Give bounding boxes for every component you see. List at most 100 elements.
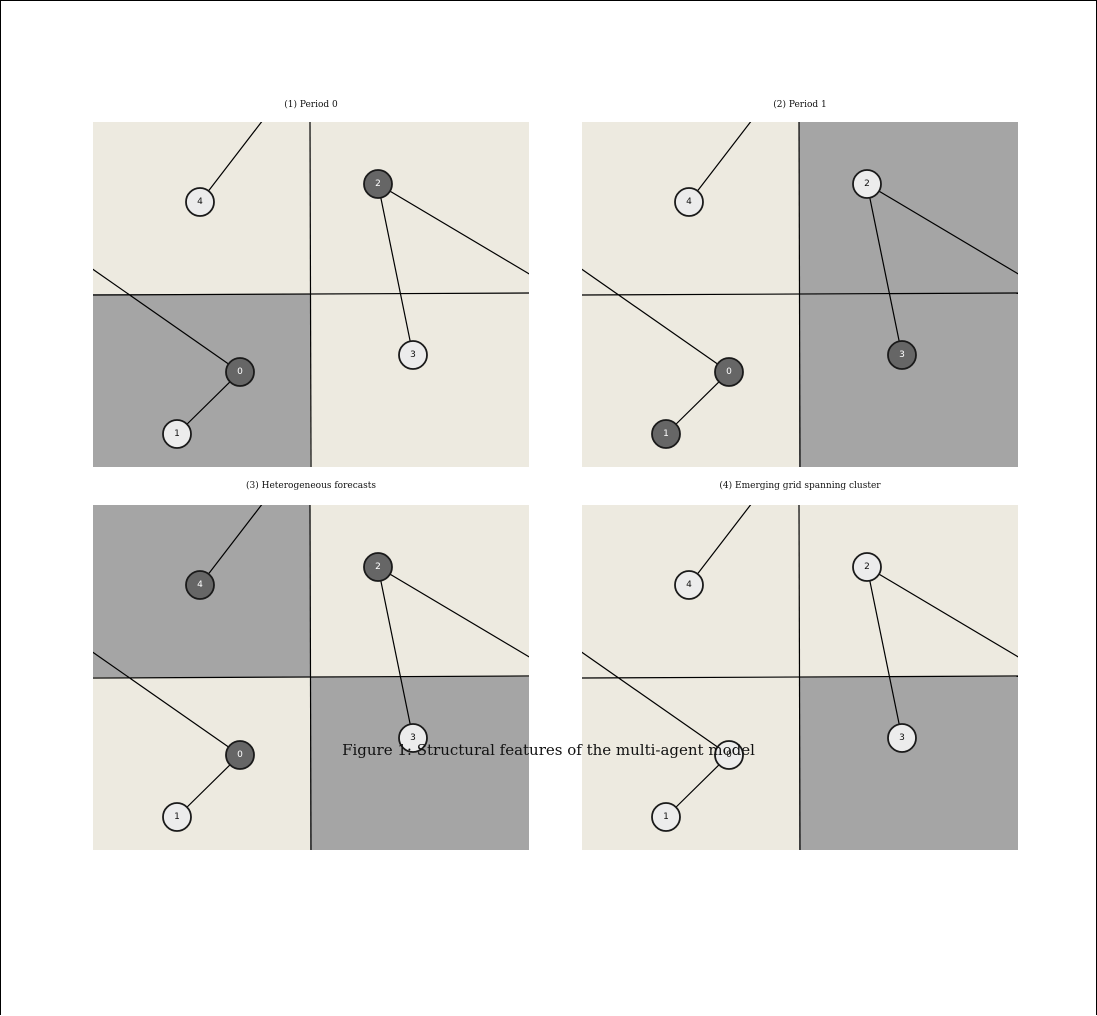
- agent-node-3: 3: [398, 340, 428, 370]
- node-circle: [162, 802, 192, 832]
- network-edge: [866, 183, 1018, 275]
- agent-node-4: 4: [674, 187, 704, 217]
- network-edge: [688, 122, 752, 203]
- network-edge: [866, 566, 1018, 658]
- node-label: 0: [726, 750, 732, 760]
- agent-node-3: 3: [887, 723, 917, 753]
- panel-diagram: 0 1 2 3 4: [93, 122, 529, 467]
- network-edge: [93, 268, 241, 373]
- network-edge: [377, 566, 529, 658]
- node-circle: [674, 570, 704, 600]
- node-circle: [674, 187, 704, 217]
- figure-caption: Figure 1: Structural features of the mul…: [342, 741, 755, 759]
- node-circle: [714, 357, 744, 387]
- horizontal-divider: [93, 292, 529, 296]
- panel-title-3: (3) Heterogeneous forecasts: [246, 481, 376, 491]
- agent-node-1: 1: [162, 419, 192, 449]
- agent-node-2: 2: [852, 552, 882, 582]
- region-bottom-right: [799, 294, 1018, 467]
- node-label: 2: [864, 179, 870, 189]
- panel-diagram: 0 1 2 3 4: [582, 505, 1018, 850]
- agent-node-1: 1: [651, 419, 681, 449]
- node-label: 3: [410, 350, 416, 360]
- horizontal-divider: [582, 292, 1018, 296]
- region-bottom-left: [582, 294, 799, 467]
- node-label: 0: [237, 367, 243, 377]
- agent-node-3: 3: [398, 723, 428, 753]
- network-edge: [377, 183, 414, 356]
- panel-heterogeneous-forecasts: 0 1 2 3 4: [93, 505, 529, 850]
- agent-node-0: 0: [714, 357, 744, 387]
- network-edge: [866, 183, 903, 356]
- node-label: 0: [237, 750, 243, 760]
- network-edge: [199, 122, 263, 203]
- region-bottom-right: [310, 294, 529, 467]
- node-label: 4: [197, 580, 203, 590]
- node-circle: [185, 570, 215, 600]
- panel-diagram: 0 1 2 3 4: [93, 505, 529, 850]
- node-circle: [363, 552, 393, 582]
- agent-node-2: 2: [363, 169, 393, 199]
- network-edge: [199, 505, 263, 586]
- agent-node-2: 2: [852, 169, 882, 199]
- network-edge: [377, 566, 414, 739]
- horizontal-divider: [93, 675, 529, 679]
- node-label: 2: [864, 562, 870, 572]
- network-edge: [582, 268, 730, 373]
- network-edge: [866, 566, 903, 739]
- node-label: 4: [686, 580, 692, 590]
- panel-title-4: (4) Emerging grid spanning cluster: [719, 481, 881, 491]
- node-label: 0: [726, 367, 732, 377]
- node-circle: [162, 419, 192, 449]
- panel-title-1: (1) Period 0: [284, 100, 338, 110]
- network-edge: [582, 651, 730, 756]
- agent-node-4: 4: [185, 570, 215, 600]
- panel-diagram: 0 1 2 3 4: [582, 122, 1018, 467]
- node-circle: [398, 723, 428, 753]
- node-label: 1: [663, 429, 669, 439]
- node-label: 2: [375, 562, 381, 572]
- node-circle: [852, 169, 882, 199]
- region-bottom-left: [93, 677, 310, 850]
- region-bottom-right: [799, 677, 1018, 850]
- node-circle: [887, 723, 917, 753]
- panel-emerging-grid-spanning-cluster: 0 1 2 3 4: [582, 505, 1018, 850]
- agent-node-3: 3: [887, 340, 917, 370]
- node-circle: [887, 340, 917, 370]
- network-edge: [377, 183, 529, 275]
- node-label: 4: [686, 197, 692, 207]
- network-edge: [93, 651, 241, 756]
- node-label: 2: [375, 179, 381, 189]
- region-bottom-left: [93, 294, 310, 467]
- node-circle: [225, 357, 255, 387]
- panel-period-1: 0 1 2 3 4: [582, 122, 1018, 467]
- node-circle: [651, 802, 681, 832]
- node-label: 3: [899, 733, 905, 743]
- node-label: 1: [663, 812, 669, 822]
- node-circle: [852, 552, 882, 582]
- agent-node-0: 0: [225, 740, 255, 770]
- agent-node-0: 0: [714, 740, 744, 770]
- region-bottom-left: [582, 677, 799, 850]
- network-edge: [688, 505, 752, 586]
- horizontal-divider: [582, 675, 1018, 679]
- node-label: 3: [899, 350, 905, 360]
- node-circle: [651, 419, 681, 449]
- agent-node-0: 0: [225, 357, 255, 387]
- agent-node-2: 2: [363, 552, 393, 582]
- node-circle: [185, 187, 215, 217]
- node-label: 3: [410, 733, 416, 743]
- node-circle: [225, 740, 255, 770]
- panel-period-0: 0 1 2 3 4: [93, 122, 529, 467]
- node-label: 4: [197, 197, 203, 207]
- agent-node-1: 1: [651, 802, 681, 832]
- node-circle: [363, 169, 393, 199]
- agent-node-4: 4: [674, 570, 704, 600]
- agent-node-4: 4: [185, 187, 215, 217]
- node-label: 1: [174, 812, 180, 822]
- region-bottom-right: [310, 677, 529, 850]
- agent-node-1: 1: [162, 802, 192, 832]
- node-circle: [714, 740, 744, 770]
- node-circle: [398, 340, 428, 370]
- node-label: 1: [174, 429, 180, 439]
